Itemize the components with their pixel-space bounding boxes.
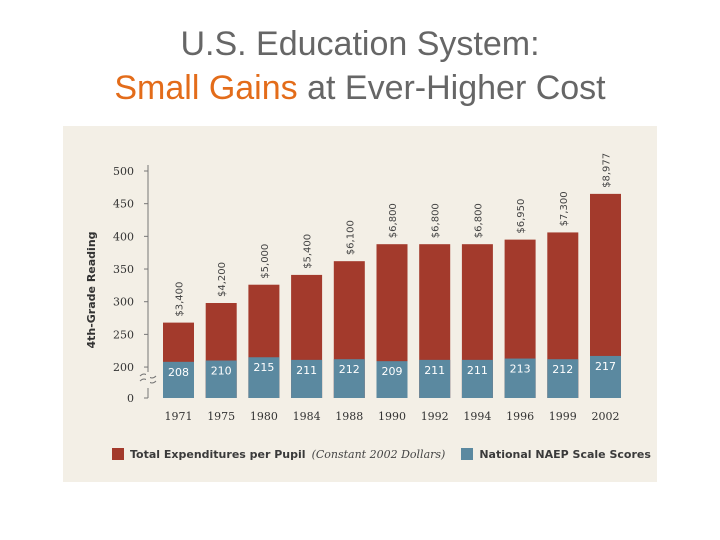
expenditure-label: $4,200	[217, 262, 228, 297]
axis-break-gap	[146, 372, 150, 388]
naep-bar	[376, 361, 408, 398]
x-tick-label: 1971	[165, 410, 193, 423]
naep-label: 217	[595, 360, 616, 373]
y-axis-title: 4th-Grade Reading	[85, 231, 98, 348]
legend-swatch-naep	[461, 448, 474, 460]
naep-label: 208	[168, 366, 189, 379]
naep-label: 215	[253, 361, 274, 374]
naep-label: 211	[467, 364, 488, 377]
expenditure-label: $6,800	[431, 203, 442, 238]
x-tick-label: 1984	[293, 410, 321, 423]
naep-label: 211	[296, 364, 317, 377]
chart-legend: Total Expenditures per Pupil (Constant 2…	[112, 444, 651, 464]
x-tick-label: 1996	[506, 410, 534, 423]
expenditure-label: $6,800	[473, 203, 484, 238]
expenditure-label: $5,400	[303, 234, 314, 269]
x-tick-label: 1988	[335, 410, 363, 423]
y-tick-label: 500	[113, 165, 134, 178]
legend-label-expenditure: Total Expenditures per Pupil	[130, 447, 306, 461]
naep-label: 211	[424, 364, 445, 377]
naep-label: 212	[552, 363, 573, 376]
title-rest: at Ever-Higher Cost	[297, 69, 606, 107]
expenditure-label: $3,400	[175, 282, 186, 317]
expenditure-label: $7,300	[559, 191, 570, 226]
x-tick-label: 1994	[463, 410, 491, 423]
naep-label: 213	[510, 363, 531, 376]
naep-bar	[205, 360, 237, 398]
legend-label-naep: National NAEP Scale Scores	[479, 447, 651, 461]
expenditure-label: $8,977	[602, 153, 613, 188]
naep-bar	[333, 359, 365, 398]
expenditure-label: $6,800	[388, 203, 399, 238]
slide-title: U.S. Education System: Small Gains at Ev…	[0, 22, 720, 110]
y-tick-label: 450	[113, 198, 134, 211]
naep-bar	[163, 361, 194, 398]
title-line-2: Small Gains at Ever-Higher Cost	[0, 66, 720, 110]
y-tick-label: 400	[113, 230, 134, 243]
expenditure-label: $5,000	[260, 244, 271, 279]
naep-bar	[461, 359, 493, 398]
y-tick-label: 300	[113, 296, 134, 309]
x-tick-label: 1992	[421, 410, 449, 423]
expenditure-label: $6,100	[345, 220, 356, 255]
naep-label: 212	[339, 363, 360, 376]
naep-bar	[248, 357, 280, 398]
x-tick-label: 1975	[207, 410, 235, 423]
y-tick-label: 250	[113, 328, 134, 341]
naep-bar	[590, 355, 621, 398]
y-tick-label: 200	[113, 361, 134, 374]
naep-bar	[504, 358, 536, 398]
title-line-1: U.S. Education System:	[180, 25, 540, 63]
x-tick-label: 2002	[592, 410, 620, 423]
naep-label: 209	[382, 365, 403, 378]
naep-bar	[419, 359, 451, 398]
naep-label: 210	[211, 365, 232, 378]
legend-note-constant-dollars: (Constant 2002 Dollars)	[311, 447, 446, 461]
legend-swatch-expenditure	[112, 448, 124, 460]
x-tick-label: 1980	[250, 410, 278, 423]
x-tick-label: 1990	[378, 410, 406, 423]
title-accent: Small Gains	[114, 69, 298, 107]
y-tick-label: 350	[113, 263, 134, 276]
naep-bar	[291, 359, 323, 398]
x-tick-label: 1999	[549, 410, 577, 423]
naep-bar	[547, 359, 579, 398]
expenditure-label: $6,950	[516, 199, 527, 234]
y-tick-label: 0	[127, 392, 134, 405]
